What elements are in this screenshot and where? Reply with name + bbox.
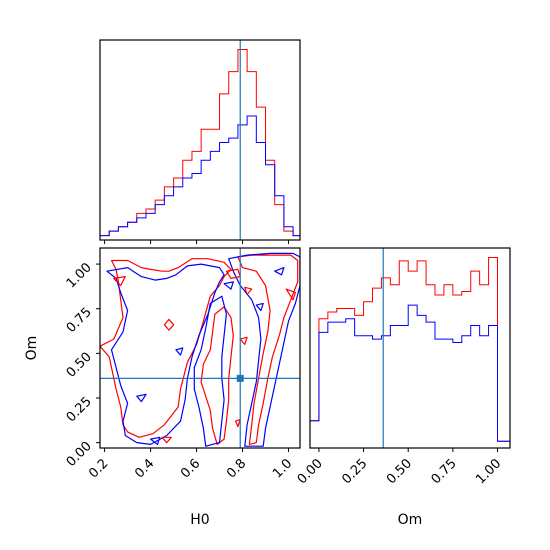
om-x-tick-label-0: 0.00 (295, 456, 326, 487)
contour-line-16 (150, 436, 161, 445)
h0-histogram-marks (99, 40, 301, 240)
contour-line-13 (136, 393, 147, 403)
contour-x-tick-label-4: 1.0 (270, 456, 295, 481)
h0-histogram-ticks (104, 240, 290, 244)
h0-histogram-series-1 (99, 115, 301, 240)
contour-y-tick-label-3: 0.75 (64, 305, 95, 336)
contour-x-tick-label-3: 0.8 (224, 456, 249, 481)
contour-line-9 (255, 302, 264, 312)
contour-truth-marker (236, 374, 244, 382)
h0-histogram-panel (99, 39, 301, 244)
contour-line-12 (175, 347, 184, 356)
om-x-tick-label-4: 1.00 (473, 456, 504, 487)
contour-x-tick-label-0: 0.2 (86, 456, 111, 481)
contour-line-11 (163, 318, 175, 331)
contour-y-tick-label-4: 1.00 (64, 260, 95, 291)
om-histogram-series-0 (310, 257, 510, 448)
om-histogram-marks (310, 248, 510, 448)
contour-line-19 (274, 267, 285, 276)
contour-y-tick-label-1: 0.25 (64, 394, 95, 425)
om-histogram-frame (309, 247, 511, 449)
om-histogram-panel: 0.00 0.25 0.50 0.75 1.00 Om (295, 247, 511, 528)
contour-line-0 (100, 258, 232, 438)
contour-panel: 0.2 0.4 0.6 0.8 1.0 0.000.250.500.751.00 H0 … (24, 247, 301, 528)
om-histogram-series-1 (310, 304, 510, 448)
contour-line-3 (228, 252, 300, 447)
om-x-tick-label-2: 0.50 (384, 456, 415, 487)
contour-line-17 (239, 336, 248, 345)
om-x-tick-label-1: 0.25 (339, 456, 370, 487)
contour-line-5 (193, 295, 227, 447)
contour-marks (100, 248, 300, 448)
contour-line-10 (113, 276, 126, 287)
contour-x-tick-label-1: 0.4 (132, 456, 157, 481)
contour-line-2 (237, 254, 299, 445)
contour-y-tick-label-2: 0.50 (64, 350, 95, 381)
contour-line-1 (106, 263, 225, 445)
contour-x-ticks: 0.2 0.4 0.6 0.8 1.0 (86, 448, 295, 481)
contour-line-15 (161, 436, 172, 444)
contour-line-14 (235, 418, 241, 428)
contour-line-18 (285, 288, 296, 301)
contour-y-ticks: 0.00 0.25 0.50 0.75 1.00 (64, 260, 100, 470)
contour-x-tick-label-2: 0.6 (178, 456, 203, 481)
om-x-ticks: 0.00 0.25 0.50 0.75 1.00 (295, 448, 504, 487)
h0-histogram-frame (99, 39, 301, 241)
contour-y-tick-label-0: 0.00 (64, 439, 95, 470)
contour-line-8 (244, 286, 253, 295)
x-axis-label-h0: H0 (190, 512, 209, 528)
h0-histogram-series-0 (99, 49, 301, 240)
contour-frame (99, 247, 301, 449)
om-x-tick-label-3: 0.75 (429, 456, 460, 487)
x-axis-label-om: Om (398, 512, 423, 528)
contour-line-4 (200, 306, 234, 445)
contour-line-7 (223, 281, 234, 290)
y-axis-label-om: Om (24, 336, 40, 361)
